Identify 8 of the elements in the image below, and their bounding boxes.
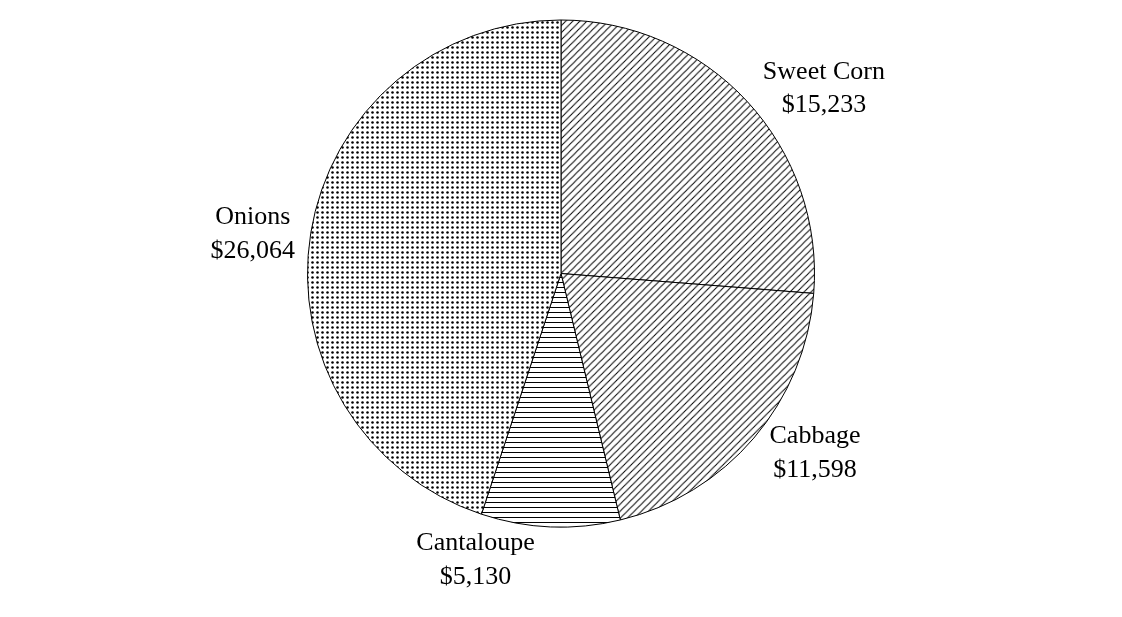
- data-label: $15,233: [781, 89, 867, 119]
- data-label: $5,130: [439, 560, 512, 590]
- slice-label: Cantaloupe: [416, 526, 535, 556]
- data-label: $11,598: [773, 453, 857, 483]
- data-label: $26,064: [210, 234, 296, 264]
- slice-label: Onions: [215, 201, 291, 231]
- slice-label: Cabbage: [769, 419, 861, 449]
- slice-label: Sweet Corn: [762, 55, 885, 85]
